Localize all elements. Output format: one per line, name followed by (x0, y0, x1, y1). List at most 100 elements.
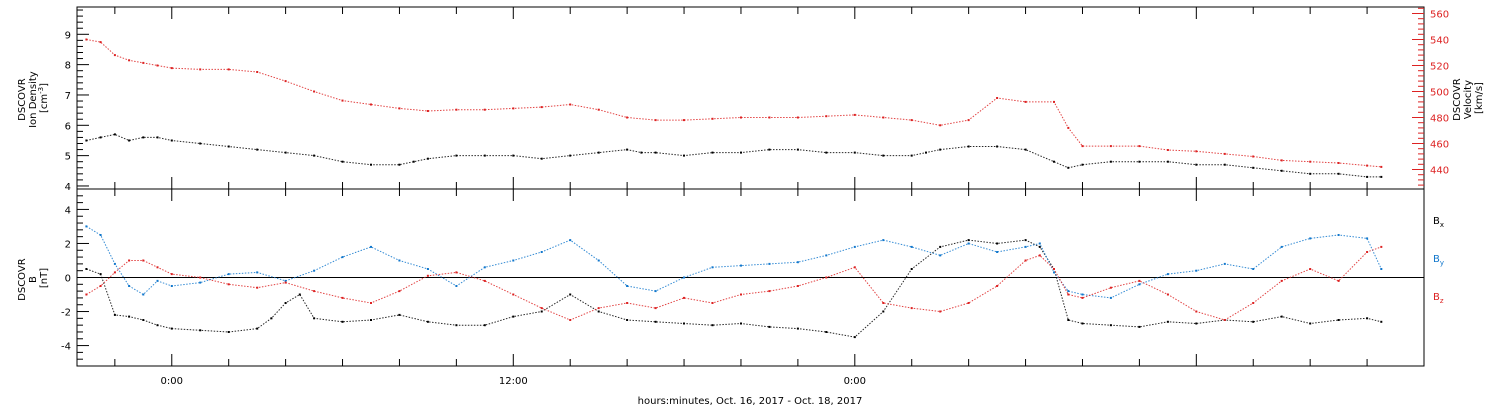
density-tick-label: 5 (65, 152, 71, 163)
density-tick-label: 8 (65, 61, 71, 72)
field-series-by-point (313, 269, 316, 272)
density-series-point (1337, 172, 1340, 175)
legend-by: By (1433, 254, 1444, 267)
field-series-bz-point (1280, 279, 1283, 282)
field-series-by-point (1109, 296, 1112, 299)
field-series-bz-point (199, 276, 202, 279)
field-series-bz-point (341, 296, 344, 299)
density-series-point (398, 163, 401, 166)
field-legend: Bx By Bz (1433, 216, 1444, 305)
field-series-bx-point (1138, 325, 1141, 328)
time-tick-label: 0:00 (844, 376, 866, 387)
field-series-bz-point (398, 290, 401, 293)
field-series-bz-point (1337, 279, 1340, 282)
field-series-bx-trace (86, 239, 1382, 338)
field-series-bz-point (426, 274, 429, 277)
density-series-point (199, 142, 202, 145)
field-series-by-point (398, 259, 401, 262)
density-series-point (1109, 160, 1112, 163)
field-tick-label: -2 (61, 308, 71, 319)
density-series-point (683, 154, 685, 157)
field-series-bz-point (1053, 268, 1055, 270)
density-series-point (626, 148, 629, 151)
field-series-bz-point (626, 302, 629, 304)
velocity-series-point (1081, 145, 1084, 148)
field-series-bz-point (540, 307, 543, 310)
field-label-line1: DSCOVR (17, 258, 28, 301)
field-series-by-trace (86, 225, 1382, 299)
field-series-by-point (1195, 269, 1198, 272)
velocity-axis-ticks: 440 460 480 500 520 540 560 (1412, 7, 1449, 186)
field-series-bx-point (825, 331, 828, 333)
field-series-by-point (426, 268, 429, 270)
field-series-by-point (483, 266, 486, 269)
field-series-bx-point (939, 245, 942, 248)
density-series-point (313, 154, 316, 157)
velocity-tick-label: 520 (1430, 62, 1449, 73)
field-series-by-point (1252, 268, 1255, 270)
velocity-series-point (398, 107, 401, 110)
density-series-point (113, 133, 116, 136)
velocity-series-point (825, 115, 828, 118)
field-series-by-point (711, 266, 714, 269)
velocity-series-point (996, 97, 999, 99)
density-series-point (1195, 163, 1198, 166)
field-series-bz-point (1380, 245, 1383, 248)
field-series-by-point (1380, 268, 1383, 270)
velocity-series-point (170, 67, 173, 70)
density-series-point (711, 151, 714, 154)
velocity-tick-label: 540 (1430, 36, 1449, 47)
field-series-bx-point (199, 329, 202, 332)
legend-bz: Bz (1433, 292, 1444, 305)
field-series-bx-point (1380, 320, 1383, 323)
velocity-label-line2: Velocity (1463, 80, 1474, 119)
field-series-by-point (740, 264, 742, 267)
field-series-bx-point (597, 310, 600, 313)
field-series-bx-point (426, 320, 429, 323)
field-series-bz-point (512, 293, 515, 296)
velocity-axis-label: DSCOVR Velocity [km/s] (1452, 75, 1485, 121)
field-series-bx-point (711, 324, 714, 327)
velocity-series-point (1195, 150, 1198, 153)
field-series-bx-point (1366, 317, 1369, 320)
density-series-point (412, 160, 415, 163)
velocity-tick-label: 560 (1430, 10, 1449, 21)
field-series-bz-point (256, 286, 259, 289)
field-series-bz-point (1309, 268, 1312, 270)
field-series-by-point (597, 259, 600, 262)
velocity-series-point (142, 61, 145, 64)
field-tick-label: 4 (65, 205, 71, 216)
density-series-point (1252, 166, 1255, 169)
field-series-bz-point (85, 293, 88, 296)
field-label-line2: B (28, 276, 39, 283)
field-series-by-point (540, 251, 543, 253)
density-series-point (483, 154, 486, 157)
field-series-bx-point (1337, 319, 1340, 321)
velocity-series-point (341, 99, 344, 102)
field-series-bz-point (156, 266, 159, 269)
field-series-by-point (569, 239, 572, 242)
field-series-bz-point (313, 290, 316, 293)
velocity-series-point (227, 68, 230, 71)
density-series-point (256, 148, 259, 151)
field-series-bz-point (768, 290, 771, 293)
field-series-bx-point (626, 319, 629, 321)
panel-frames (76, 6, 1425, 367)
velocity-series-point (796, 116, 799, 119)
field-series-bz-point (711, 302, 714, 304)
field-series-bx-point (1252, 320, 1255, 323)
field-series-by-point (1067, 290, 1070, 293)
field-series-by-point (683, 276, 685, 279)
field-series-bx-point (1309, 322, 1312, 325)
density-series-point (796, 148, 799, 151)
field-series-by-point (1053, 271, 1055, 274)
density-series-point (1380, 175, 1383, 178)
velocity-series-point (683, 119, 685, 122)
density-series-point (640, 151, 643, 154)
velocity-series-point (1252, 155, 1255, 158)
field-series-by-point (967, 242, 970, 245)
velocity-series-point (654, 119, 657, 122)
density-series (85, 133, 1383, 178)
field-series-bz-point (1166, 293, 1169, 296)
